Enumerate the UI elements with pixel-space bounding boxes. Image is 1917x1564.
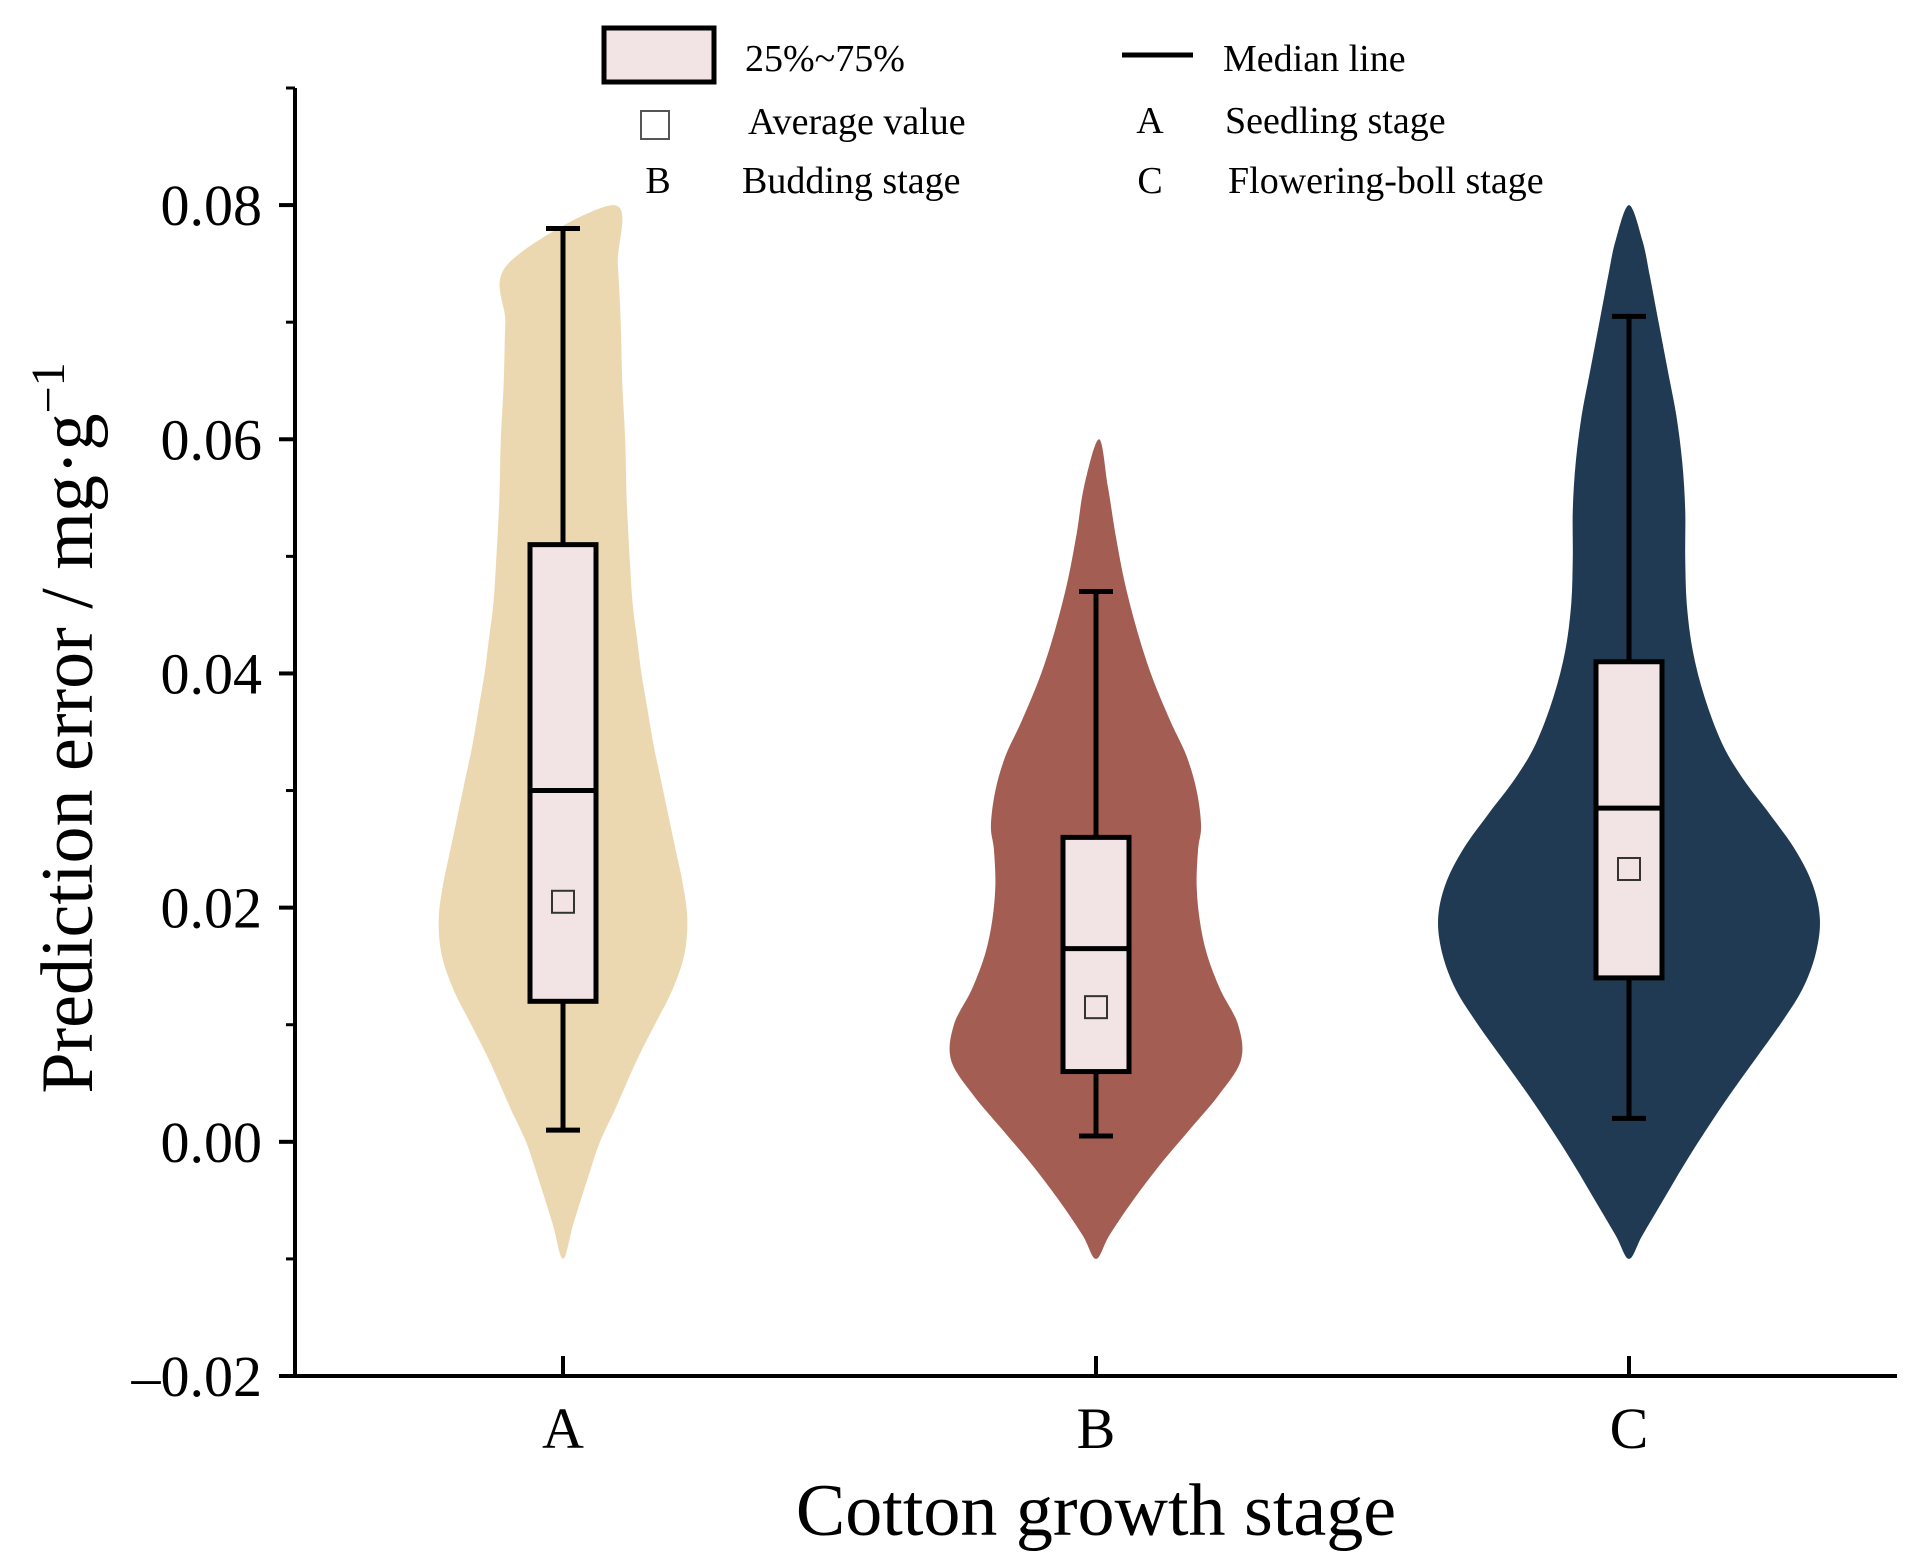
legend-symbol-a: A [1136, 100, 1164, 142]
x-tick-label-c: C [1610, 1396, 1649, 1461]
mean-marker-a [551, 889, 575, 914]
legend-label-budding: Budding stage [742, 160, 960, 202]
y-tick-label: –0.02 [131, 1344, 263, 1409]
mean-marker-c [1617, 856, 1641, 881]
y-tick-label: 0.08 [161, 173, 263, 238]
y-ticks: –0.02 0.00 0.02 0.04 0.06 0.08 [131, 86, 295, 1409]
iqr-box-b [1060, 834, 1132, 1075]
y-tick-label: 0.04 [161, 641, 263, 706]
axes: –0.02 0.00 0.02 0.04 0.06 0.08 A B C [131, 86, 1897, 1461]
mean-marker-b [1084, 995, 1108, 1020]
legend-label-flowering: Flowering-boll stage [1228, 160, 1544, 202]
x-ticks: A B C [542, 1356, 1648, 1461]
y-axis-title-superscript: −1 [22, 362, 75, 413]
legend-symbol-b: B [645, 160, 670, 202]
legend-label-mean: Average value [748, 101, 966, 143]
y-axis-title-main: Prediction error / mg·g [27, 413, 109, 1093]
legend-label-seedling: Seedling stage [1225, 100, 1446, 142]
legend-mean-square-symbol [640, 110, 670, 140]
legend-label-median: Median line [1223, 38, 1406, 80]
x-axis-title: Cotton growth stage [796, 1470, 1396, 1552]
legend-box-symbol [601, 25, 717, 85]
iqr-box-c [1593, 659, 1665, 981]
iqr-box-a [527, 542, 599, 1004]
y-tick-label: 0.06 [161, 407, 263, 472]
x-tick-label-a: A [542, 1396, 584, 1461]
box-layer [527, 226, 1665, 1139]
legend-symbol-c: C [1137, 160, 1162, 202]
y-axis-title: Prediction error / mg·g−1 [22, 362, 109, 1093]
y-tick-label: 0.02 [161, 876, 263, 941]
x-tick-label-b: B [1077, 1396, 1116, 1461]
legend-label-box: 25%~75% [745, 38, 905, 80]
legend: 25%~75% Median line Average value A Seed… [601, 25, 1544, 202]
y-tick-label: 0.00 [161, 1110, 263, 1175]
